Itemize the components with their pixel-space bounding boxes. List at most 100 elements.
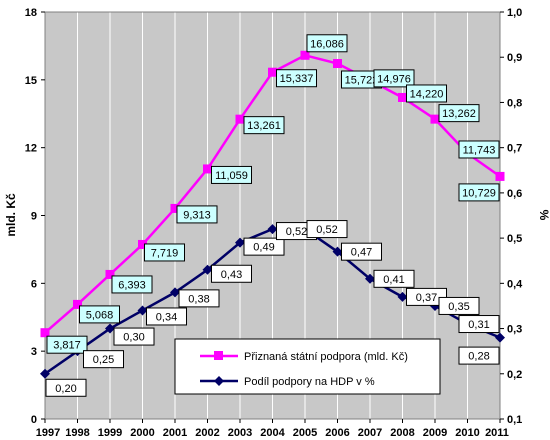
data-label-share-2008: 0,37 bbox=[416, 292, 437, 304]
y2-tick-label-0,5: 0,5 bbox=[507, 233, 522, 245]
data-label-share-2005-box bbox=[306, 220, 348, 239]
x-tick-label-2000: 2000 bbox=[130, 427, 154, 439]
y2-tick-label-0,1: 0,1 bbox=[507, 414, 522, 426]
y2-axis-title: % bbox=[537, 210, 550, 221]
data-label-share-1999-box bbox=[113, 327, 155, 346]
data-label-support-2010-box bbox=[458, 140, 500, 159]
point-support-2003 bbox=[235, 114, 245, 124]
data-label-support-2005-box bbox=[306, 34, 348, 53]
data-label-support-2007-box bbox=[373, 69, 415, 88]
data-label-share-2010: 0,31 bbox=[468, 319, 489, 331]
data-label-share-2004: 0,52 bbox=[286, 226, 307, 238]
data-label-support-2008: 14,220 bbox=[410, 88, 444, 100]
data-label-share-1997-box bbox=[45, 378, 87, 397]
y-tick-label-6: 6 bbox=[31, 278, 37, 290]
x-tick-label-2008: 2008 bbox=[390, 427, 414, 439]
data-label-share-2006-box bbox=[341, 242, 382, 261]
data-label-support-2003: 13,261 bbox=[247, 120, 281, 132]
data-label-share-2011: 0,28 bbox=[468, 351, 489, 363]
data-label-share-2009: 0,35 bbox=[448, 301, 469, 313]
data-label-support-2001: 9,313 bbox=[183, 209, 211, 221]
data-label-share-2007-box bbox=[373, 269, 415, 288]
point-share-1997 bbox=[40, 368, 50, 379]
data-label-support-1998: 5,068 bbox=[86, 309, 114, 321]
y2-tick-label-0,2: 0,2 bbox=[507, 369, 522, 381]
data-label-share-2005: 0,52 bbox=[316, 224, 337, 236]
point-support-1999 bbox=[105, 269, 115, 279]
y-tick-label-15: 15 bbox=[25, 75, 37, 87]
data-label-share-2001-box bbox=[178, 289, 220, 308]
data-label-support-1997: 3,817 bbox=[53, 340, 81, 352]
point-share-2001 bbox=[170, 287, 180, 298]
data-label-share-2001: 0,38 bbox=[188, 293, 209, 305]
point-share-2004 bbox=[267, 224, 278, 235]
data-label-share-2003: 0,49 bbox=[253, 242, 274, 254]
y2-tick-label-0,6: 0,6 bbox=[507, 188, 522, 200]
x-tick-label-1999: 1999 bbox=[98, 427, 122, 439]
data-label-support-1997-box bbox=[46, 335, 88, 354]
y2-tick-label-0,7: 0,7 bbox=[507, 143, 522, 155]
point-share-2007 bbox=[365, 273, 375, 284]
data-label-share-2007: 0,41 bbox=[383, 274, 404, 286]
data-label-support-2011: 10,729 bbox=[462, 187, 496, 199]
point-support-2004 bbox=[268, 67, 277, 77]
y2-tick-label-0,9: 0,9 bbox=[507, 52, 522, 64]
point-share-2006 bbox=[332, 246, 343, 257]
point-support-2006 bbox=[333, 59, 342, 69]
x-tick-label-2007: 2007 bbox=[358, 427, 382, 439]
data-label-share-1998: 0,25 bbox=[93, 354, 114, 366]
point-support-2011 bbox=[495, 171, 505, 181]
point-support-2002 bbox=[203, 164, 212, 174]
point-share-2008 bbox=[397, 291, 408, 302]
point-support-1998 bbox=[73, 299, 82, 309]
legend-label-support: Přiznaná státní podpora (mld. Kč) bbox=[244, 351, 408, 363]
point-share-1999 bbox=[105, 323, 115, 334]
data-label-support-2005: 16,086 bbox=[310, 38, 344, 50]
y-tick-label-3: 3 bbox=[31, 346, 37, 358]
x-tick-label-1997: 1997 bbox=[36, 427, 60, 439]
data-label-support-2001-box bbox=[176, 205, 218, 224]
y2-tick-label-0,3: 0,3 bbox=[507, 324, 522, 336]
legend-label-share: Podíl podpory na HDP v % bbox=[244, 376, 375, 388]
legend: Přiznaná státní podpora (mld. Kč) Podíl … bbox=[174, 338, 441, 395]
data-label-share-2010-box bbox=[458, 315, 500, 334]
point-support-1997 bbox=[40, 328, 50, 338]
data-label-support-2002: 11,059 bbox=[215, 170, 248, 182]
data-label-support-2007: 14,976 bbox=[377, 73, 411, 85]
data-label-support-2003-box bbox=[243, 116, 285, 135]
y-tick-label-0: 0 bbox=[31, 414, 37, 426]
data-label-share-1998-box bbox=[83, 350, 124, 369]
x-tick-label-2009: 2009 bbox=[423, 427, 447, 439]
point-support-2000 bbox=[138, 239, 147, 249]
data-label-share-2000: 0,34 bbox=[156, 311, 177, 323]
data-label-support-2010: 11,743 bbox=[463, 144, 496, 156]
x-tick-label-2005: 2005 bbox=[293, 427, 317, 439]
data-label-support-2002-box bbox=[211, 165, 252, 184]
data-label-support-2004-box bbox=[276, 69, 317, 88]
y2-tick-label-1,0: 1,0 bbox=[507, 7, 522, 19]
y-tick-label-12: 12 bbox=[25, 143, 37, 155]
data-label-share-2002-box bbox=[211, 264, 252, 283]
data-label-support-1999-box bbox=[111, 275, 153, 294]
y-tick-label-18: 18 bbox=[25, 7, 37, 19]
y-tick-label-9: 9 bbox=[31, 211, 37, 223]
point-share-2003 bbox=[235, 237, 245, 248]
point-support-2001 bbox=[170, 203, 180, 213]
point-share-2000 bbox=[137, 305, 148, 316]
data-label-share-1997: 0,20 bbox=[55, 383, 76, 395]
x-tick-label-2001: 2001 bbox=[163, 427, 187, 439]
axis-layer: 0 3 6 9 12 15 18 0,1 0,2 0,3 0,4 0,5 0,6 0,7 0,8 0,9 1,0… bbox=[25, 7, 523, 439]
data-label-support-2011-box bbox=[458, 183, 500, 202]
data-label-support-2009-box bbox=[438, 104, 480, 123]
label-layer: 3,817 5,068 6,393 7,719 9,313 11,059 13,261 15,… bbox=[45, 34, 500, 397]
data-label-support-2006: 15,722 bbox=[345, 75, 379, 87]
data-label-share-2006: 0,47 bbox=[351, 247, 372, 259]
data-label-share-2008-box bbox=[406, 287, 447, 306]
x-tick-label-2011: 2011 bbox=[485, 427, 509, 439]
point-support-2009 bbox=[430, 114, 440, 124]
x-tick-label-2002: 2002 bbox=[195, 427, 219, 439]
data-label-share-2003-box bbox=[243, 237, 285, 256]
data-label-share-2009-box bbox=[438, 296, 480, 315]
